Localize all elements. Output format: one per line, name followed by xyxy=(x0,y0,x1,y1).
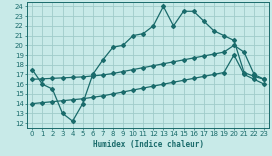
X-axis label: Humidex (Indice chaleur): Humidex (Indice chaleur) xyxy=(93,140,204,149)
